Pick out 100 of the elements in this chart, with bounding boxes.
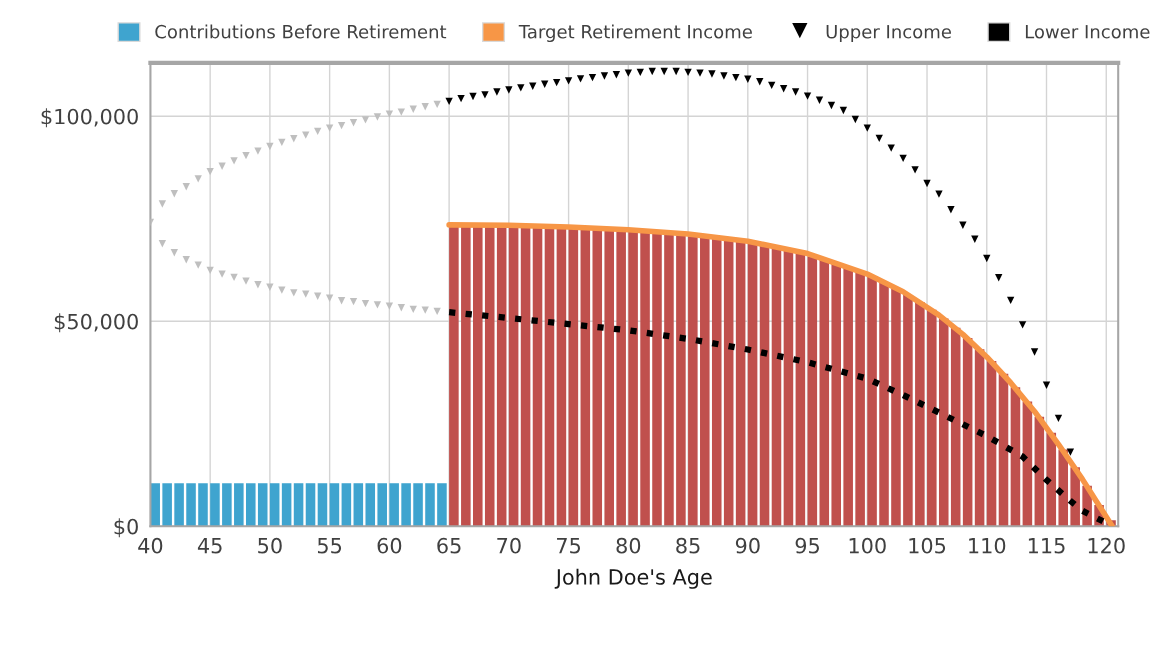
x-tick-label: 55 <box>317 538 342 554</box>
y-tick-label: $100,000 <box>41 108 138 128</box>
point <box>158 200 167 208</box>
point <box>1042 381 1051 389</box>
point <box>481 91 489 99</box>
bar <box>556 228 567 527</box>
point <box>361 299 370 308</box>
bar <box>723 240 734 527</box>
point <box>254 147 262 155</box>
x-tick-label: 100 <box>849 537 886 554</box>
point <box>720 72 728 80</box>
point <box>206 167 214 176</box>
bar <box>150 483 160 527</box>
bar <box>484 226 495 527</box>
bar <box>915 301 925 527</box>
bar <box>891 288 901 527</box>
point <box>493 88 501 96</box>
point <box>839 106 848 115</box>
bar <box>652 233 662 527</box>
bar <box>759 245 770 527</box>
point <box>1054 414 1063 423</box>
point <box>254 281 262 289</box>
point <box>314 127 322 136</box>
bar <box>580 229 591 527</box>
point <box>158 240 167 248</box>
point <box>170 190 178 198</box>
legend-label: Target Retirement Income <box>518 24 752 43</box>
bar <box>747 243 758 527</box>
x-tick-label: 80 <box>616 537 641 554</box>
point <box>290 289 298 297</box>
point <box>397 304 405 312</box>
point <box>803 92 812 100</box>
x-tick-label: 40 <box>138 537 163 554</box>
bar <box>664 234 674 527</box>
point <box>588 73 597 82</box>
point <box>648 67 656 76</box>
point <box>768 81 776 90</box>
point <box>385 302 394 310</box>
x-tick-label: 60 <box>377 537 402 554</box>
point <box>421 103 429 111</box>
bar <box>843 267 853 527</box>
bar <box>377 483 387 527</box>
point <box>600 72 609 80</box>
bar <box>425 483 435 527</box>
bar <box>520 227 531 527</box>
point <box>373 301 382 309</box>
bar <box>676 235 686 527</box>
point <box>194 175 202 183</box>
point <box>576 75 585 83</box>
bar <box>927 309 937 527</box>
bar <box>365 483 376 527</box>
bar <box>461 226 471 527</box>
point <box>302 131 310 139</box>
bar <box>293 483 304 527</box>
bar <box>568 228 579 527</box>
point <box>349 297 358 306</box>
bar <box>688 236 698 527</box>
x-tick-label: 70 <box>497 537 521 554</box>
bar <box>532 227 543 527</box>
point <box>314 292 322 300</box>
bar <box>819 259 830 527</box>
bar <box>401 483 411 527</box>
point <box>242 277 250 285</box>
point <box>1030 348 1039 356</box>
bar <box>246 483 256 527</box>
bar <box>700 237 710 527</box>
bar <box>413 483 423 527</box>
x-tick-label: 90 <box>735 537 760 554</box>
x-tick-label: 45 <box>197 538 222 554</box>
x-tick-label: 65 <box>437 537 461 554</box>
point <box>863 124 871 132</box>
point <box>505 86 513 94</box>
bar <box>903 295 913 527</box>
bar <box>198 483 208 527</box>
x-tick-label: 75 <box>557 538 581 554</box>
point <box>517 84 525 92</box>
bar <box>867 276 877 527</box>
bar <box>807 256 818 527</box>
bar <box>329 483 340 527</box>
point <box>815 96 824 104</box>
point <box>995 274 1003 282</box>
point <box>779 85 788 93</box>
bar <box>592 229 603 527</box>
point <box>624 69 633 77</box>
bar <box>795 253 806 527</box>
x-axis-title: John Doe's Age <box>554 568 712 589</box>
point <box>564 77 573 85</box>
bar <box>831 263 841 527</box>
point <box>947 206 955 214</box>
point <box>397 108 405 116</box>
legend-label: Contributions Before Retirement <box>155 24 447 39</box>
point <box>409 305 417 314</box>
x-tick-label: 115 <box>1028 538 1065 554</box>
bar <box>855 272 865 527</box>
bar <box>508 226 519 527</box>
x-tick-label: 120 <box>1088 537 1125 554</box>
point <box>552 78 561 87</box>
point <box>385 110 394 118</box>
x-tick-label: 85 <box>676 537 700 554</box>
point <box>325 124 334 132</box>
